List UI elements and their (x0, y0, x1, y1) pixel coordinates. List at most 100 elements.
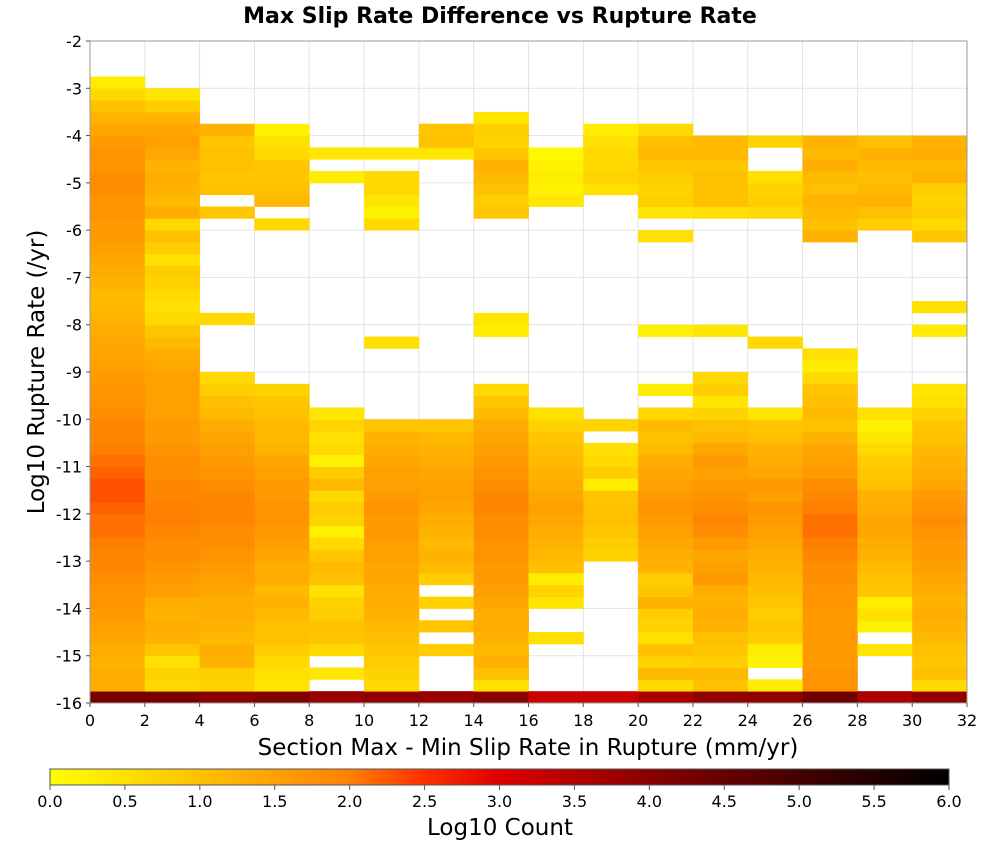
heatmap-cell (364, 620, 420, 633)
heatmap-cell (90, 312, 146, 326)
heatmap-cell (90, 596, 146, 609)
heatmap-cell (638, 502, 694, 515)
heatmap-cell (254, 513, 310, 527)
heatmap-cell (254, 584, 310, 598)
heatmap-cell (583, 123, 639, 136)
heatmap-cell (747, 171, 803, 184)
heatmap-cell (802, 549, 858, 562)
heatmap-cell (802, 643, 858, 657)
heatmap-cell (802, 230, 858, 243)
heatmap-cell (473, 194, 529, 207)
x-tick-label: 28 (847, 711, 867, 730)
heatmap-cell (309, 502, 365, 515)
heatmap-cell (583, 182, 639, 196)
heatmap-cell (583, 147, 639, 160)
heatmap-cell (364, 182, 420, 196)
heatmap-cell (692, 691, 749, 704)
heatmap-cell (802, 147, 858, 160)
heatmap-cell (364, 194, 420, 207)
heatmap-cell (90, 537, 146, 550)
heatmap-cell (912, 584, 968, 598)
heatmap-cell (144, 572, 201, 586)
heatmap-cell (90, 218, 146, 231)
heatmap-cell (254, 502, 310, 515)
heatmap-cell (528, 147, 584, 160)
heatmap-cell (254, 643, 310, 657)
heatmap-cell (144, 620, 201, 633)
heatmap-cell (638, 407, 694, 420)
heatmap-cell (364, 513, 420, 527)
heatmap-cell (912, 218, 968, 231)
heatmap-cell (638, 431, 694, 444)
heatmap-cell (144, 324, 201, 337)
heatmap-cell (90, 431, 146, 444)
heatmap-cell (528, 454, 584, 467)
heatmap-cell (364, 502, 420, 515)
x-tick-label: 12 (409, 711, 429, 730)
heatmap-cell (912, 159, 968, 172)
heatmap-cell (802, 620, 858, 633)
heatmap-cell (309, 466, 365, 479)
heatmap-cell (802, 206, 858, 219)
heatmap-cell (144, 584, 201, 598)
heatmap-cell (418, 490, 475, 503)
heatmap-cell (528, 431, 584, 444)
heatmap-cell (638, 643, 694, 657)
heatmap-cell (473, 111, 529, 125)
heatmap-cell (364, 147, 420, 160)
heatmap-cell (90, 277, 146, 290)
heatmap-cell (747, 490, 803, 503)
heatmap-cell (583, 454, 639, 467)
heatmap-cell (199, 620, 255, 633)
colorbar-tick-label: 1.0 (187, 792, 212, 811)
colorbar-tick-label: 6.0 (936, 792, 961, 811)
heatmap-cell (199, 478, 255, 491)
heatmap-cell (857, 431, 913, 444)
heatmap-cell (309, 608, 365, 621)
heatmap-cell (144, 655, 201, 668)
heatmap-cell (638, 584, 694, 598)
heatmap-cell (528, 691, 584, 704)
heatmap-cell (254, 549, 310, 562)
heatmap-cell (912, 478, 968, 491)
heatmap-cell (254, 525, 310, 538)
heatmap-cell (802, 360, 858, 373)
heatmap-cell (90, 265, 146, 278)
heatmap-cell (473, 667, 529, 680)
heatmap-cell (254, 194, 310, 207)
heatmap-cell (254, 159, 310, 172)
heatmap-cell (364, 632, 420, 645)
heatmap-cell (912, 419, 968, 432)
heatmap-cell (638, 691, 694, 704)
heatmap-cell (144, 502, 201, 515)
x-tick-label: 4 (195, 711, 205, 730)
heatmap-cell (473, 502, 529, 515)
heatmap-cell (638, 561, 694, 574)
x-tick-label: 2 (140, 711, 150, 730)
heatmap-cell (692, 454, 749, 467)
heatmap-cell (692, 596, 749, 609)
heatmap-cell (857, 643, 913, 657)
heatmap-cell (747, 513, 803, 527)
heatmap-cell (418, 549, 475, 562)
heatmap-cell (638, 171, 694, 184)
heatmap-cell (418, 537, 475, 550)
heatmap-cell (418, 596, 475, 609)
heatmap-cell (418, 135, 475, 148)
y-tick-label: -15 (56, 647, 82, 666)
heatmap-cell (802, 431, 858, 444)
heatmap-cell (144, 100, 201, 113)
heatmap-cell (144, 277, 201, 290)
heatmap-cell (144, 383, 201, 397)
heatmap-cell (692, 159, 749, 172)
heatmap-cell (144, 431, 201, 444)
x-tick-label: 18 (573, 711, 593, 730)
heatmap-cell (912, 407, 968, 420)
y-tick-label: -4 (66, 127, 82, 146)
heatmap-cell (309, 537, 365, 550)
y-tick-label: -13 (56, 552, 82, 571)
heatmap-cell (692, 572, 749, 586)
heatmap-cell (692, 135, 749, 148)
heatmap-cell (692, 525, 749, 538)
heatmap-cell (857, 525, 913, 538)
